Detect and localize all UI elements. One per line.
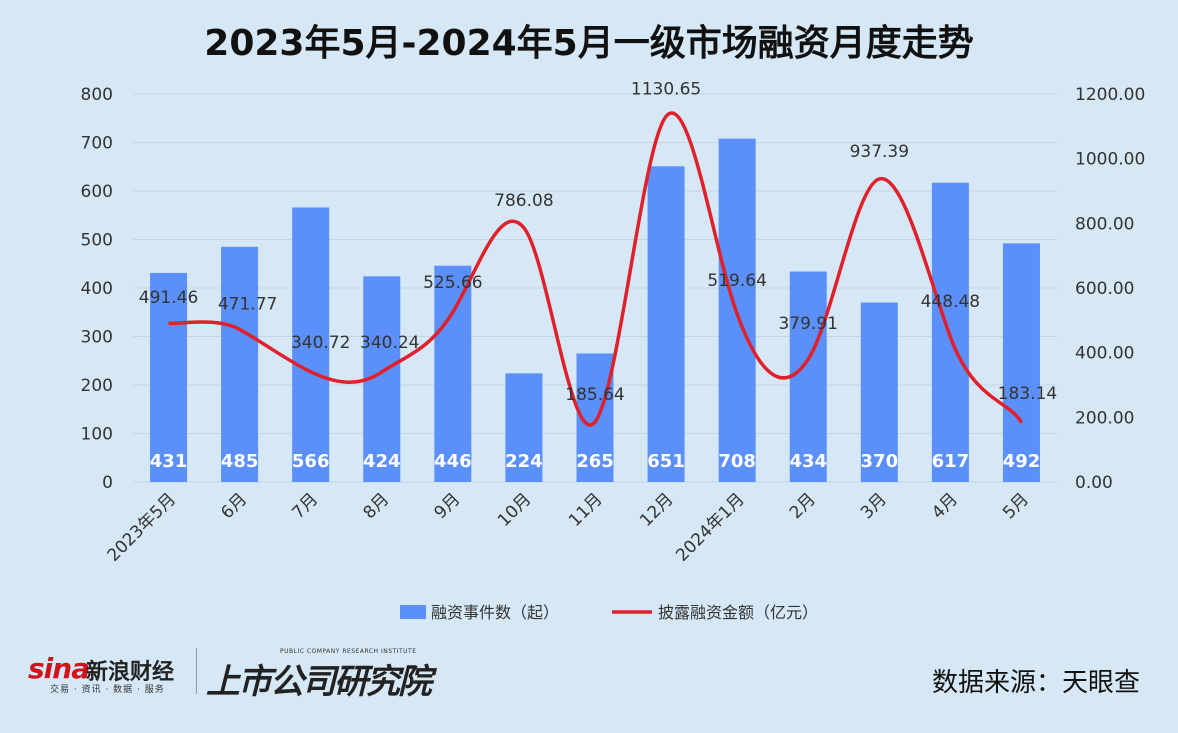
x-tick-label: 9月 xyxy=(431,489,465,523)
bar-value-label: 431 xyxy=(150,451,188,472)
line-value-label: 491.46 xyxy=(139,288,198,308)
series-line-amount xyxy=(168,111,1024,427)
bar xyxy=(1002,243,1040,482)
x-tick-label: 10月 xyxy=(494,489,535,530)
bar-value-label: 370 xyxy=(861,451,899,472)
y-left-tick-label: 800 xyxy=(81,85,113,105)
line-value-label: 183.14 xyxy=(998,384,1057,404)
bar-value-label: 446 xyxy=(434,451,472,472)
line-value-label: 185.64 xyxy=(565,385,624,405)
legend-label-count: 融资事件数（起） xyxy=(431,603,559,622)
line-value-label: 448.48 xyxy=(921,292,980,312)
y-left-tick-label: 100 xyxy=(81,425,113,445)
bar-value-label: 434 xyxy=(789,451,827,472)
y-left-tick-label: 300 xyxy=(81,328,113,348)
y-right-tick-label: 400.00 xyxy=(1075,344,1134,364)
y-right-tick-label: 800.00 xyxy=(1075,214,1134,234)
bar xyxy=(150,272,188,482)
bar xyxy=(434,265,472,482)
legend-swatch-bar xyxy=(400,605,426,619)
research-institute-name: 上市公司研究院 xyxy=(206,662,432,702)
bar-value-label: 492 xyxy=(1003,451,1041,472)
bar xyxy=(860,302,898,482)
bar-value-label: 224 xyxy=(505,451,543,472)
y-right-tick-label: 200.00 xyxy=(1075,408,1134,428)
source-note: 数据来源：天眼查 xyxy=(931,668,1140,698)
x-tick-label: 2024年1月 xyxy=(672,489,748,565)
bar xyxy=(789,271,827,482)
x-tick-label: 3月 xyxy=(857,489,891,523)
y-left-tick-label: 0 xyxy=(102,473,113,493)
bar-value-label: 566 xyxy=(292,451,330,472)
x-tick-label: 7月 xyxy=(288,489,322,523)
line-value-label: 519.64 xyxy=(707,271,766,291)
y-right-tick-label: 1200.00 xyxy=(1075,85,1145,105)
chart-title: 2023年5月-2024年5月一级市场融资月度走势 xyxy=(204,23,974,64)
y-left-tick-label: 200 xyxy=(81,376,113,396)
sina-logo-tagline: 交易 · 资讯 · 数据 · 服务 xyxy=(50,685,165,695)
bar xyxy=(505,373,543,482)
bar-value-label: 708 xyxy=(718,451,756,472)
y-right-tick-label: 1000.00 xyxy=(1075,150,1145,170)
y-left-tick-label: 500 xyxy=(81,231,113,251)
y-right-tick-label: 0.00 xyxy=(1075,473,1113,493)
y-left-tick-label: 700 xyxy=(81,134,113,154)
line-value-label: 471.77 xyxy=(218,294,277,314)
brand-divider xyxy=(196,648,197,694)
x-tick-label: 5月 xyxy=(999,489,1033,523)
line-value-label: 340.72 xyxy=(291,333,350,353)
x-tick-label: 8月 xyxy=(359,489,393,523)
line-value-label: 340.24 xyxy=(360,333,419,353)
sina-finance-logo: sina 新浪财经 交易 · 资讯 · 数据 · 服务 xyxy=(28,652,188,695)
research-institute-english: PUBLIC COMPANY RESEARCH INSTITUTE xyxy=(280,648,417,655)
x-tick-label: 6月 xyxy=(217,489,251,523)
y-right-tick-label: 600.00 xyxy=(1075,279,1134,299)
line-value-label: 786.08 xyxy=(494,191,553,211)
bar-value-label: 424 xyxy=(363,451,401,472)
sina-logo-name: 新浪财经 xyxy=(86,660,175,685)
sina-logo-mark: sina xyxy=(28,652,90,685)
y-left-tick-label: 400 xyxy=(81,279,113,299)
bar xyxy=(292,207,330,483)
line-value-label: 525.66 xyxy=(423,273,482,293)
x-tick-label: 2023年5月 xyxy=(104,489,180,565)
x-tick-label: 11月 xyxy=(565,489,606,530)
bar-value-label: 265 xyxy=(576,451,614,472)
bar-value-label: 651 xyxy=(647,451,685,472)
x-tick-label: 2月 xyxy=(786,489,820,523)
bar-value-label: 617 xyxy=(932,451,970,472)
y-left-tick-label: 600 xyxy=(81,182,113,202)
bar xyxy=(647,166,685,482)
bar-value-label: 485 xyxy=(221,451,259,472)
research-institute-logo: PUBLIC COMPANY RESEARCH INSTITUTE 上市公司研究… xyxy=(206,646,436,702)
line-value-label: 937.39 xyxy=(850,142,909,162)
x-tick-label: 12月 xyxy=(636,489,677,530)
bar xyxy=(221,246,259,482)
legend-label-amount: 披露融资金额（亿元） xyxy=(658,603,818,622)
x-tick-label: 4月 xyxy=(928,489,962,523)
line-value-label: 1130.65 xyxy=(631,79,701,99)
line-value-label: 379.91 xyxy=(778,314,837,334)
